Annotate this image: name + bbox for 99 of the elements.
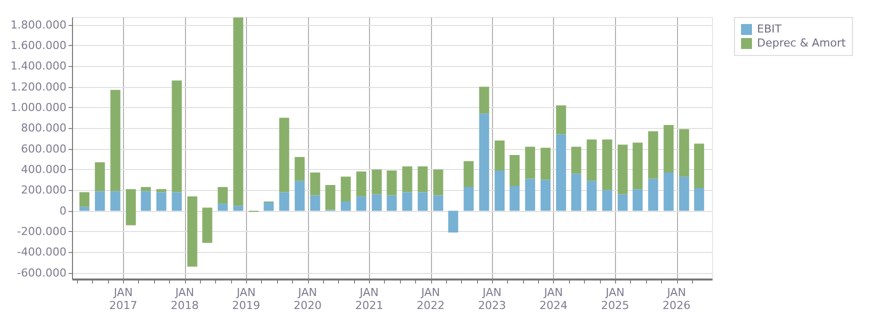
bar	[510, 186, 520, 211]
bar	[140, 187, 151, 192]
bar	[310, 195, 320, 211]
y-tick-label: -200.000	[17, 224, 66, 238]
bar	[372, 194, 382, 211]
bar	[172, 192, 182, 211]
bar	[602, 190, 612, 211]
bar	[586, 139, 597, 181]
bar	[556, 134, 566, 211]
bar	[340, 176, 351, 202]
bar	[648, 131, 658, 179]
bar	[525, 146, 536, 179]
bar	[479, 86, 490, 114]
x-tick-label: JAN 2024	[539, 286, 568, 312]
bar	[94, 191, 105, 211]
bar	[279, 192, 290, 211]
bar	[586, 180, 597, 211]
bar	[218, 187, 228, 204]
bar	[464, 187, 474, 211]
x-tick-label: JAN 2019	[232, 286, 260, 312]
x-tick-label: JAN 2018	[170, 286, 199, 312]
bar	[618, 144, 628, 194]
bar	[172, 80, 182, 192]
bar	[510, 154, 520, 186]
bar	[79, 192, 90, 207]
bar	[94, 162, 105, 192]
bar	[679, 176, 690, 211]
bar	[325, 184, 336, 210]
bar	[294, 180, 305, 211]
bar	[386, 195, 397, 211]
x-tick-label: JAN 2025	[601, 286, 630, 312]
bar	[556, 105, 566, 134]
bar	[187, 196, 198, 267]
bar	[79, 206, 90, 211]
x-tick-label: JAN 2017	[109, 286, 138, 312]
bar	[110, 90, 120, 192]
y-tick-label: 400.000	[21, 162, 66, 176]
bar	[233, 206, 244, 211]
bar	[356, 196, 366, 211]
bar	[418, 192, 428, 211]
bar	[694, 144, 704, 188]
bar	[664, 172, 674, 211]
x-tick-label: JAN 2023	[478, 286, 506, 312]
bar	[632, 142, 643, 190]
bar	[618, 194, 628, 211]
bar	[694, 188, 704, 211]
bar	[202, 208, 212, 243]
x-tick-label: JAN 2020	[294, 286, 322, 312]
bar	[310, 172, 320, 196]
bar	[540, 180, 551, 211]
bar	[126, 189, 136, 226]
bar	[448, 210, 458, 232]
y-tick-label: 1.600.000	[10, 38, 66, 52]
legend-label: EBIT	[757, 22, 782, 36]
bar	[525, 178, 536, 211]
bar	[464, 161, 474, 188]
legend-label: Deprec & Amort	[757, 36, 846, 50]
y-tick-label: -600.000	[17, 266, 66, 280]
bar	[679, 129, 690, 177]
bar	[294, 157, 305, 181]
y-tick-label: 1.200.000	[10, 80, 66, 94]
bar	[571, 146, 582, 174]
y-tick-label: 1.800.000	[10, 18, 66, 32]
y-tick-label: 200.000	[21, 184, 66, 197]
bar	[632, 189, 643, 211]
bar	[433, 169, 444, 196]
bar	[356, 172, 366, 196]
bar	[264, 202, 274, 211]
bar	[156, 189, 166, 192]
bar	[418, 166, 428, 192]
bar	[402, 166, 412, 192]
bar	[233, 18, 244, 206]
bar	[110, 191, 120, 211]
y-tick-label: -400.000	[17, 246, 66, 259]
y-tick-label: 0	[60, 204, 66, 218]
bar	[571, 174, 582, 211]
bar	[279, 118, 290, 192]
y-tick-label: 800.000	[21, 122, 66, 135]
bar	[494, 170, 505, 211]
y-tick-label: 1.000.000	[10, 100, 66, 114]
bar	[402, 192, 412, 211]
y-tick-label: 1.400.000	[10, 60, 66, 73]
bar	[494, 140, 505, 170]
bar	[386, 170, 397, 196]
x-tick-label: JAN 2021	[355, 286, 384, 312]
bar	[340, 201, 351, 211]
x-tick-label: JAN 2022	[416, 286, 445, 312]
bar	[602, 139, 612, 190]
bar	[648, 178, 658, 211]
bar	[479, 114, 490, 211]
bar	[664, 125, 674, 173]
y-tick-label: 600.000	[21, 142, 66, 156]
bar	[218, 204, 228, 211]
x-tick-label: JAN 2026	[662, 286, 691, 312]
bar	[372, 169, 382, 194]
bar	[156, 192, 166, 211]
bar	[540, 148, 551, 180]
bar	[433, 195, 444, 211]
bar	[140, 191, 151, 211]
